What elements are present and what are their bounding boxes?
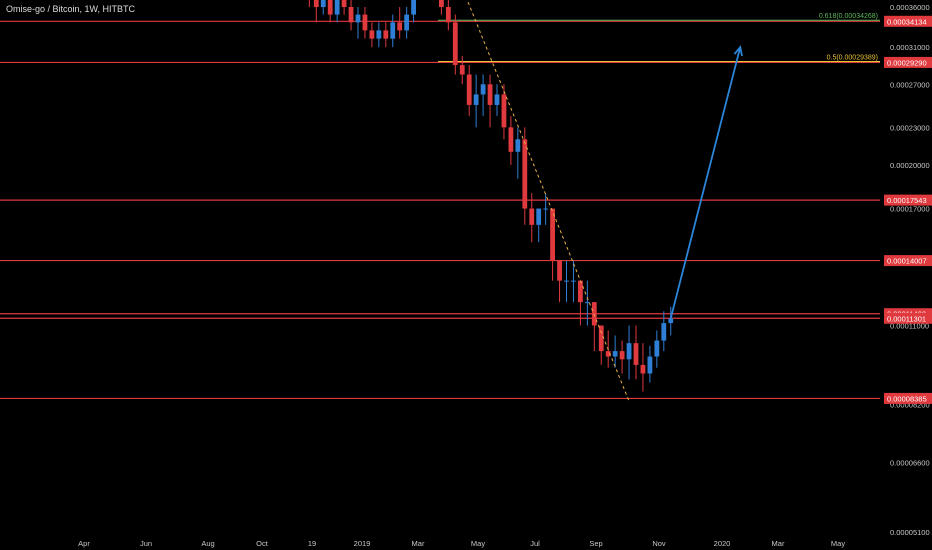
x-tick-label: 2020: [714, 539, 731, 548]
candle-body: [313, 0, 319, 7]
price-tag: [884, 392, 932, 404]
x-tick-label: Mar: [772, 539, 785, 548]
price-tag-label: 0.00017543: [887, 196, 927, 205]
y-tick-label: 0.00031000: [890, 43, 930, 52]
fib-level-label: 0.5(0.00029389): [827, 55, 878, 62]
price-tag-label: 0.00014007: [887, 257, 927, 266]
y-tick-label: 0.00023000: [890, 123, 930, 132]
candle-body: [320, 0, 326, 7]
x-tick-label: Aug: [201, 539, 214, 548]
x-tick-label: Mar: [412, 539, 425, 548]
candle-body: [390, 22, 396, 39]
trendline: [466, 0, 630, 402]
candle-body: [355, 14, 361, 23]
price-tag: [884, 312, 932, 324]
price-tag: [884, 56, 932, 68]
chart-title: Omise-go / Bitcoin, 1W, HITBTC: [6, 4, 136, 14]
price-tag: [884, 255, 932, 267]
candle-body: [661, 323, 667, 341]
candle-body: [466, 74, 472, 105]
candle-body: [411, 0, 416, 15]
candle-body: [327, 0, 333, 15]
candle-body: [334, 0, 340, 15]
candle-body: [452, 22, 458, 66]
y-tick-label: 0.00005100: [890, 528, 930, 537]
y-tick-label: 0.00008200: [890, 400, 930, 409]
candle-body: [571, 280, 576, 282]
candle-body: [529, 208, 535, 225]
y-tick-label: 0.00011000: [890, 322, 929, 331]
candle-body: [515, 139, 521, 152]
candle-body: [605, 351, 611, 357]
projection-arrowhead: [733, 45, 743, 57]
price-tag: [884, 15, 932, 27]
price-tag-label: 0.00008385: [887, 394, 927, 403]
x-tick-label: Nov: [652, 539, 666, 548]
fib-level-label: 0.618(0.00034268): [819, 13, 878, 20]
candle-body: [578, 280, 583, 303]
y-tick-label: 0.00006600: [890, 459, 930, 468]
x-tick-label: 2019: [354, 539, 371, 548]
candle-body: [487, 84, 493, 105]
candle-body: [550, 208, 555, 261]
x-tick-label: May: [831, 539, 845, 548]
candle-body: [473, 94, 479, 105]
candle-body: [647, 356, 653, 374]
candle-body: [397, 22, 403, 31]
x-tick-label: Apr: [78, 539, 90, 548]
x-tick-label: Jun: [140, 539, 152, 548]
candle-body: [626, 343, 632, 360]
y-tick-label: 0.00036000: [890, 3, 930, 12]
candle-body: [439, 0, 444, 7]
projection-arrow: [669, 46, 742, 319]
price-tag-label: 0.00029290: [887, 58, 927, 67]
candle-body: [522, 139, 528, 209]
price-tag-label: 0.00011301: [887, 314, 926, 323]
x-tick-label: 19: [308, 539, 316, 548]
x-tick-label: Sep: [589, 539, 602, 548]
candle-body: [376, 30, 382, 39]
candle-body: [369, 30, 375, 39]
candle-body: [612, 351, 618, 357]
candle-body: [501, 94, 507, 128]
candle-body: [640, 364, 646, 374]
candle-body: [557, 260, 562, 281]
candle-body: [598, 325, 604, 352]
candle-body: [668, 318, 674, 324]
candle-body: [619, 351, 625, 360]
candle-body: [494, 94, 500, 105]
candle-body: [654, 340, 660, 357]
candle-body: [348, 7, 354, 23]
candle-body: [459, 65, 465, 75]
candle-body: [543, 208, 549, 210]
x-tick-label: Jul: [530, 539, 540, 548]
candle-body: [584, 302, 590, 304]
price-tag: [884, 194, 932, 206]
x-tick-label: Oct: [256, 539, 269, 548]
y-tick-label: 0.00017000: [890, 205, 930, 214]
candle-body: [445, 7, 451, 23]
candle-body: [404, 14, 410, 31]
x-tick-label: May: [471, 539, 485, 548]
price-tag-label: 0.00034134: [887, 17, 927, 26]
candle-body: [536, 208, 542, 225]
candle-body: [508, 127, 514, 152]
candle-body: [362, 14, 368, 31]
y-tick-label: 0.00027000: [890, 80, 930, 89]
candle-body: [633, 343, 639, 365]
candle-body: [341, 0, 347, 7]
candle-body: [564, 280, 569, 282]
y-tick-label: 0.00020000: [890, 161, 930, 170]
candle-body: [480, 84, 486, 95]
candle-body: [383, 30, 389, 39]
